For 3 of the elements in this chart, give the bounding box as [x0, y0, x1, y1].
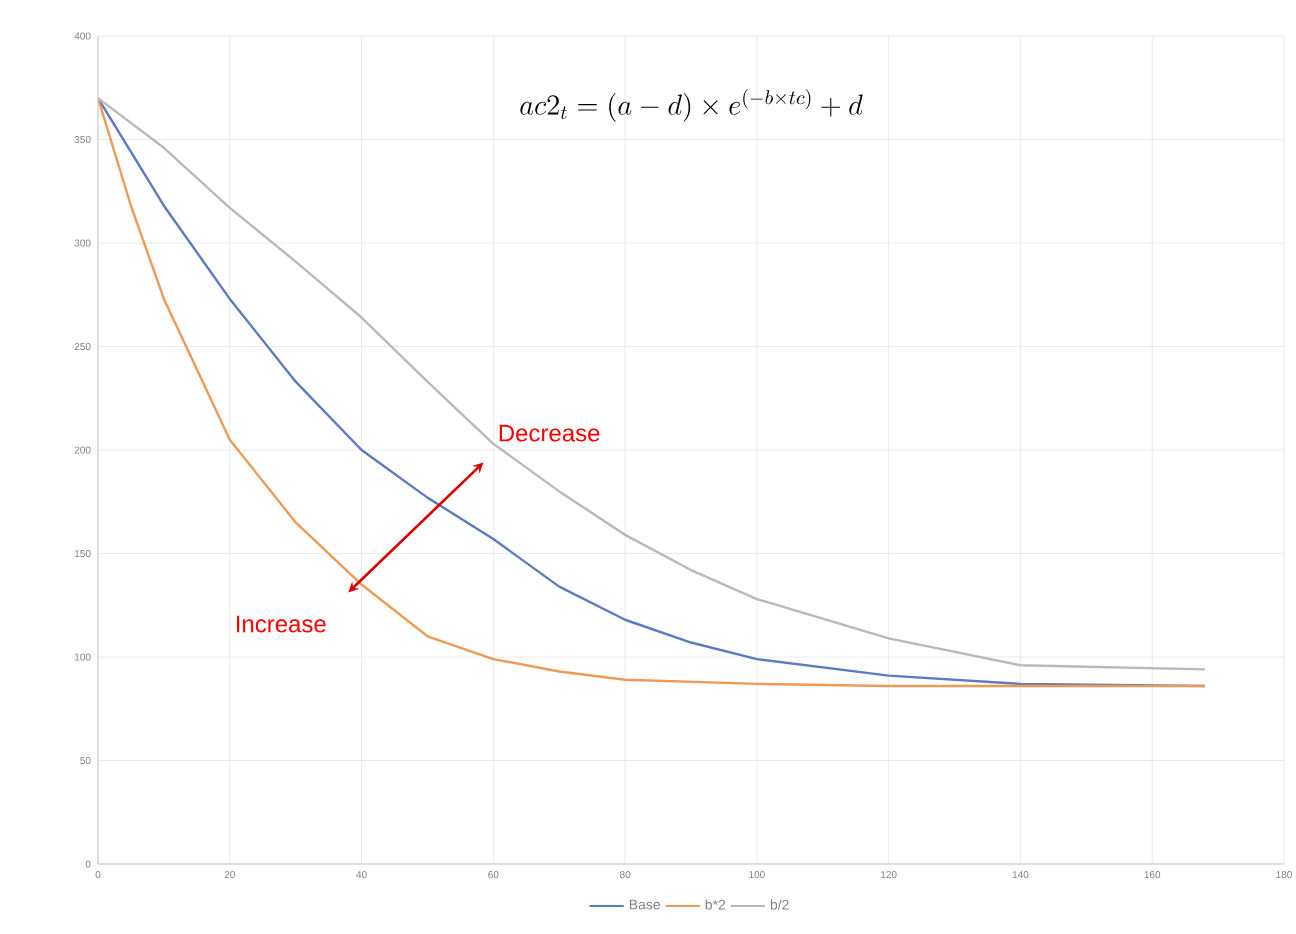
annotation: Decrease — [499, 424, 600, 442]
annotation: Increase — [236, 615, 326, 633]
text: $ac2_t = (a-d)\times e^{(-b\times tc)} + d$ — [520, 89, 863, 122]
